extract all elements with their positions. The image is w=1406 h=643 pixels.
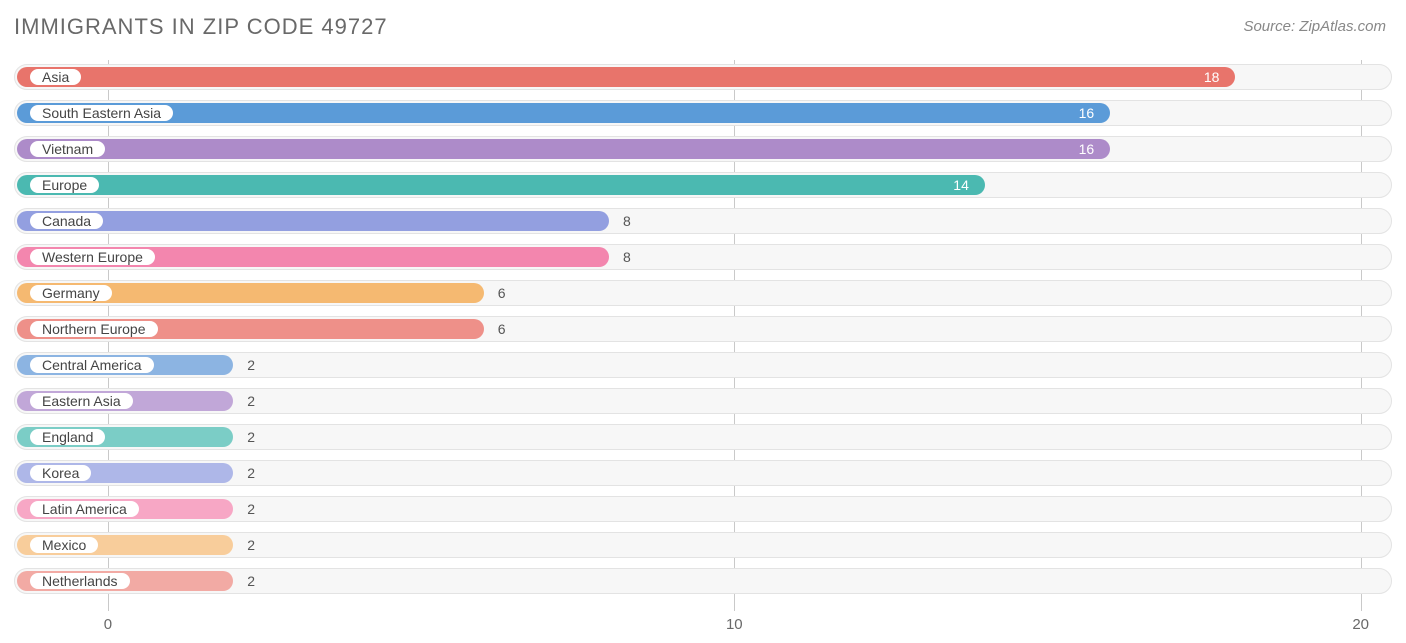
bar-value: 18 xyxy=(1194,67,1230,87)
bar-label-pill: Vietnam xyxy=(28,139,107,159)
bar-value: 8 xyxy=(613,211,641,231)
x-tick-label: 10 xyxy=(726,616,743,633)
bar-row: Western Europe 8 xyxy=(14,240,1392,274)
bar-row: Mexico 2 xyxy=(14,528,1392,562)
bar-row: Asia 18 xyxy=(14,60,1392,94)
bar-label-pill: Netherlands xyxy=(28,571,132,591)
bar-value: 2 xyxy=(237,391,265,411)
x-tick-label: 20 xyxy=(1352,616,1369,633)
bar-value: 2 xyxy=(237,355,265,375)
bar-fill xyxy=(17,103,1110,123)
bar-value: 6 xyxy=(488,319,516,339)
bar-label-pill: Canada xyxy=(28,211,105,231)
bar-label-pill: South Eastern Asia xyxy=(28,103,175,123)
x-tick-label: 0 xyxy=(104,616,112,633)
bar-value: 16 xyxy=(1069,103,1105,123)
bar-label-pill: Northern Europe xyxy=(28,319,160,339)
bar-value: 2 xyxy=(237,571,265,591)
chart-title: IMMIGRANTS IN ZIP CODE 49727 xyxy=(14,14,388,40)
bar-fill xyxy=(17,175,985,195)
bar-row: Central America 2 xyxy=(14,348,1392,382)
bar-value: 2 xyxy=(237,463,265,483)
bar-row: Latin America 2 xyxy=(14,492,1392,526)
bar-row: Canada 8 xyxy=(14,204,1392,238)
bar-value: 2 xyxy=(237,427,265,447)
bar-row: Netherlands 2 xyxy=(14,564,1392,598)
bar-label-pill: Central America xyxy=(28,355,156,375)
bar-row: Eastern Asia 2 xyxy=(14,384,1392,418)
bar-fill xyxy=(17,211,609,231)
bar-value: 6 xyxy=(488,283,516,303)
bar-row: Vietnam 16 xyxy=(14,132,1392,166)
bar-label-pill: Mexico xyxy=(28,535,100,555)
bar-label-pill: Eastern Asia xyxy=(28,391,135,411)
chart-area: 01020Asia18South Eastern Asia16Vietnam16… xyxy=(14,60,1392,603)
bar-label-pill: Asia xyxy=(28,67,83,87)
chart-source: Source: ZipAtlas.com xyxy=(1243,18,1386,35)
bar-value: 14 xyxy=(943,175,979,195)
bar-label-pill: England xyxy=(28,427,107,447)
bar-label-pill: Germany xyxy=(28,283,114,303)
bar-fill xyxy=(17,139,1110,159)
bar-value: 16 xyxy=(1069,139,1105,159)
bar-value: 2 xyxy=(237,535,265,555)
bar-fill xyxy=(17,67,1235,87)
chart-container: IMMIGRANTS IN ZIP CODE 49727 Source: Zip… xyxy=(0,0,1406,643)
bar-row: Germany 6 xyxy=(14,276,1392,310)
bar-label-pill: Europe xyxy=(28,175,101,195)
bar-row: Europe 14 xyxy=(14,168,1392,202)
bar-row: England 2 xyxy=(14,420,1392,454)
bar-value: 8 xyxy=(613,247,641,267)
bar-row: Korea 2 xyxy=(14,456,1392,490)
bar-label-pill: Korea xyxy=(28,463,93,483)
bar-label-pill: Western Europe xyxy=(28,247,157,267)
bar-label-pill: Latin America xyxy=(28,499,141,519)
bar-value: 2 xyxy=(237,499,265,519)
bar-row: Northern Europe 6 xyxy=(14,312,1392,346)
bar-row: South Eastern Asia 16 xyxy=(14,96,1392,130)
